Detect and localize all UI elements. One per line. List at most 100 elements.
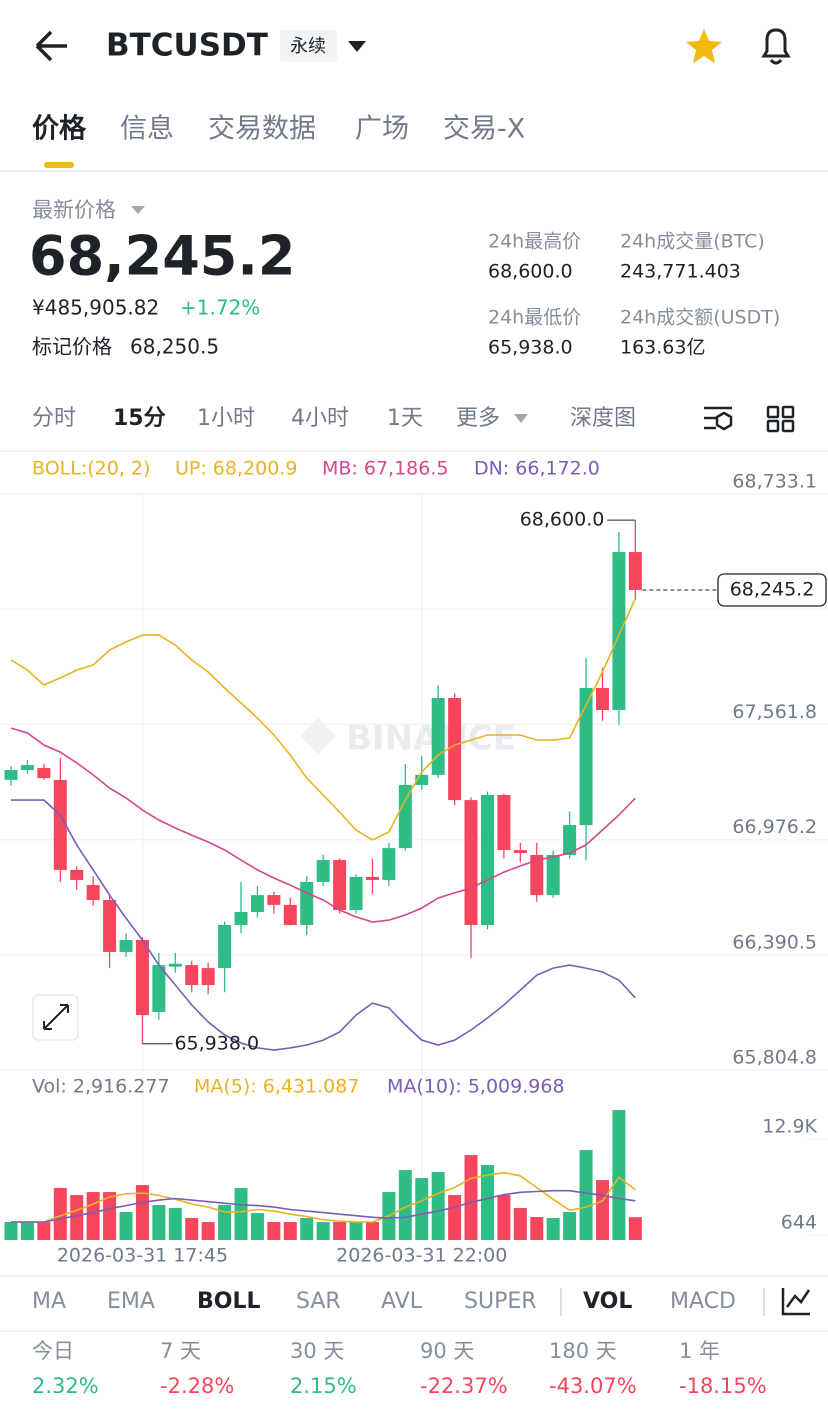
volume-bar <box>595 1180 609 1240</box>
volume-bar <box>20 1222 34 1240</box>
tab[interactable]: 交易-X <box>443 114 525 145</box>
change: +1.72% <box>180 296 260 320</box>
interval[interactable]: 4小时 <box>291 406 349 431</box>
period-value: -22.37% <box>420 1374 508 1398</box>
volume-bar <box>152 1205 166 1240</box>
interval[interactable]: 15分 <box>113 406 166 431</box>
symbol-dropdown[interactable] <box>348 41 366 52</box>
volume-bar <box>250 1213 264 1240</box>
tab[interactable]: 交易数据 <box>208 114 316 145</box>
volume-bar <box>349 1222 363 1240</box>
last-price-label: 68,245.2 <box>730 578 815 600</box>
indicator-tab[interactable]: AVL <box>381 1289 423 1314</box>
interval[interactable]: 分时 <box>32 406 76 431</box>
stat-value: 65,938.0 <box>488 337 573 359</box>
period-label: 7 天 <box>160 1339 201 1363</box>
volume-bar <box>530 1217 544 1240</box>
chart-settings-icon[interactable] <box>781 1288 811 1316</box>
candle-body <box>628 552 642 590</box>
tab[interactable]: 广场 <box>355 114 409 145</box>
candle-body <box>201 968 215 985</box>
watermark-logo <box>300 718 336 754</box>
tab[interactable]: 价格 <box>32 114 87 145</box>
candle-body <box>37 768 51 779</box>
candle-body <box>218 924 232 969</box>
y-tick-label: 66,390.5 <box>732 931 817 953</box>
boll-line <box>11 799 636 1051</box>
indicator-tab[interactable]: VOL <box>583 1289 632 1314</box>
period-returns: 今日 2.32% 7 天 -2.28% 30 天 2.15% 90 天 -22.37% 180 … <box>32 1339 767 1398</box>
volume-bar <box>431 1172 445 1240</box>
back-button[interactable] <box>35 30 67 62</box>
candle-body <box>530 854 544 896</box>
volume-bar <box>300 1218 314 1240</box>
volume-bar <box>283 1222 297 1240</box>
badge: 永续 <box>290 36 326 57</box>
period-label: 1 年 <box>679 1339 720 1363</box>
settings-icon[interactable] <box>704 406 732 430</box>
volume-bar <box>185 1218 199 1240</box>
bell[interactable] <box>761 28 791 65</box>
price-dropdown[interactable] <box>131 206 145 214</box>
candle-body <box>53 780 67 870</box>
symbol: BTCUSDT <box>106 28 268 64</box>
volume-ma-line <box>11 1171 636 1223</box>
interval[interactable]: 1小时 <box>197 406 255 431</box>
layout-icon[interactable] <box>766 405 795 433</box>
volume-bar <box>513 1208 527 1240</box>
indicator-tab[interactable]: EMA <box>107 1289 155 1314</box>
volume-bar <box>218 1205 232 1240</box>
candle-body <box>300 881 314 925</box>
y-tick-label: 644 <box>781 1211 817 1233</box>
more-dropdown[interactable] <box>514 414 528 423</box>
indicator-tabs: MA EMA BOLL SAR AVL SUPER VOL MACD <box>0 1275 828 1332</box>
interval[interactable]: 深度图 <box>570 406 636 431</box>
period-label: 90 天 <box>420 1339 474 1363</box>
candle-body <box>382 848 396 880</box>
indicator-tab[interactable]: MACD <box>670 1289 736 1314</box>
volume-bar <box>612 1110 626 1240</box>
candle-body <box>333 860 347 911</box>
volume-bar <box>480 1165 494 1240</box>
last-price: 68,245.2 <box>29 225 295 288</box>
favorite-star[interactable] <box>686 29 722 63</box>
interval[interactable]: 1天 <box>387 406 423 431</box>
candle-body <box>595 687 609 710</box>
volume-bar <box>365 1222 379 1240</box>
candle-body <box>119 939 133 952</box>
period-label: 30 天 <box>290 1339 344 1363</box>
indicator-tab[interactable]: SAR <box>296 1289 341 1314</box>
mark-label: 标记价格 <box>32 335 112 359</box>
stat-value: 243,771.403 <box>620 261 741 283</box>
period-value: -18.15% <box>679 1374 767 1398</box>
candle-body <box>513 850 527 853</box>
indicator-tab[interactable]: SUPER <box>464 1289 537 1314</box>
tabs: 价格 信息 交易数据 广场 交易-X <box>0 114 828 172</box>
volume-bar <box>70 1195 84 1240</box>
volume-title: Vol: 2,916.277 <box>32 1076 170 1098</box>
volume-bar <box>316 1222 330 1240</box>
interval[interactable]: 更多 <box>456 406 500 431</box>
volume-bar <box>448 1195 462 1240</box>
indicator-tab[interactable]: MA <box>32 1289 66 1314</box>
candle-body <box>250 895 264 913</box>
legend-entry: MB: 67,186.5 <box>322 458 448 480</box>
candle-body <box>185 965 199 985</box>
candle-body <box>316 860 330 882</box>
indicator-tab[interactable]: BOLL <box>197 1289 261 1314</box>
legend-entry: DN: 66,172.0 <box>474 458 600 480</box>
candle-body <box>234 912 248 925</box>
stat-label: 24h最低价 <box>488 307 581 329</box>
candle-body <box>4 769 18 780</box>
legend-entry: MA(5): 6,431.087 <box>194 1076 359 1098</box>
tab[interactable]: 信息 <box>120 114 174 145</box>
candle-body <box>464 800 478 925</box>
volume-bar <box>333 1222 347 1240</box>
candle-body <box>398 784 412 849</box>
candle-body <box>415 774 429 785</box>
watermark: BINANCE <box>346 719 516 759</box>
y-tick-label: 67,561.8 <box>732 701 817 723</box>
candle-body <box>103 900 117 952</box>
candle-body <box>283 904 297 925</box>
volume-ma-line <box>11 1189 636 1223</box>
